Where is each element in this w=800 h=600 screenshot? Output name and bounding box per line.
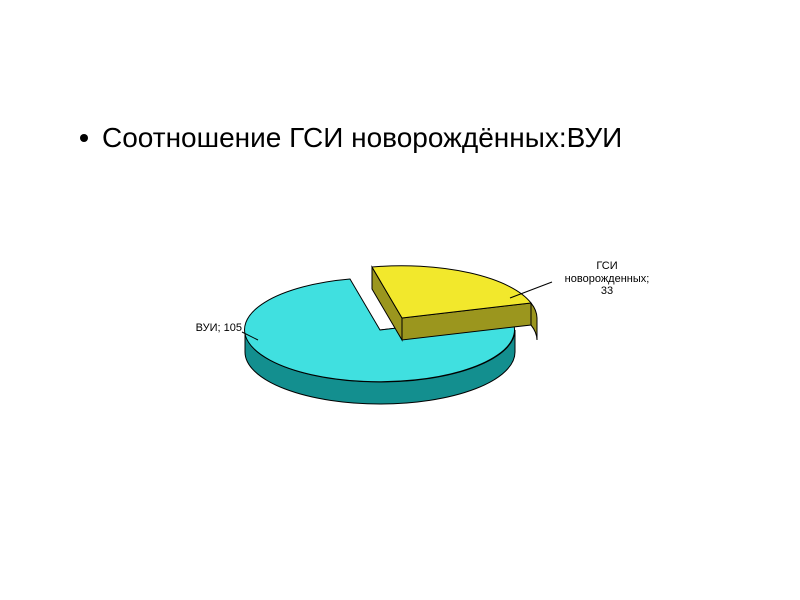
small-slice-rim: [531, 303, 537, 340]
slide-title: Соотношение ГСИ новорождённых:ВУИ: [102, 120, 622, 155]
bullet-icon: [80, 134, 88, 142]
slide: Соотношение ГСИ новорождённых:ВУИ: [0, 0, 800, 600]
pie-chart: ВУИ; 105 ГСИ новорожденных; 33: [180, 240, 640, 460]
slice-label-vui: ВУИ; 105: [172, 322, 242, 335]
title-row: Соотношение ГСИ новорождённых:ВУИ: [80, 120, 622, 155]
slice-label-gsi: ГСИ новорожденных; 33: [552, 260, 662, 298]
